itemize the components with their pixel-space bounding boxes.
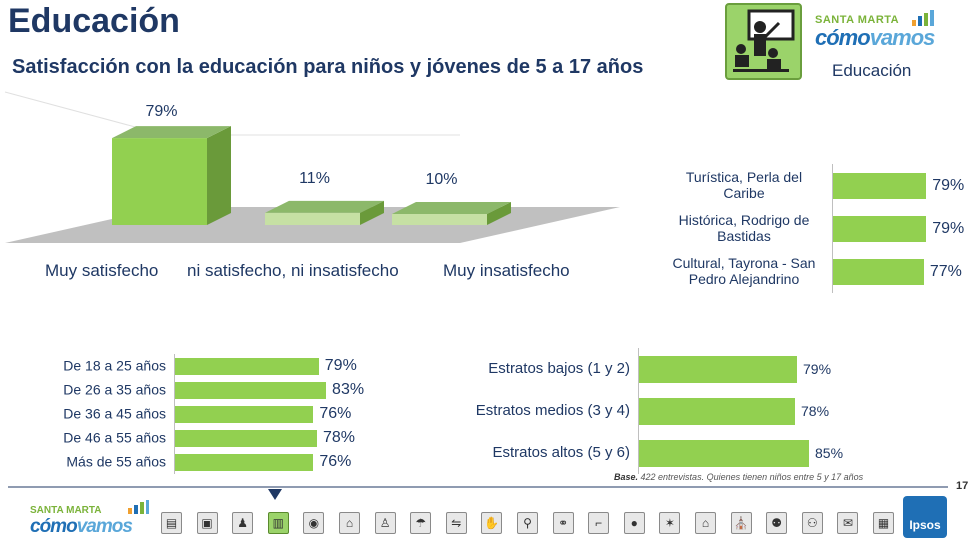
category-label: ni satisfecho, ni insatisfecho bbox=[187, 261, 399, 280]
family-icon[interactable]: ♟ bbox=[232, 512, 254, 534]
bar bbox=[833, 172, 927, 199]
category-label: De 18 a 25 años bbox=[63, 357, 166, 374]
satisfaction-3d-chart: 79% 11% 10% bbox=[4, 91, 620, 243]
people-icon[interactable]: ⚉ bbox=[766, 512, 788, 534]
brand-top-text: SANTA MARTA bbox=[815, 14, 900, 26]
speech-icon[interactable]: ✉ bbox=[837, 512, 859, 534]
base-label: Base. bbox=[614, 472, 639, 482]
community-icon[interactable]: ⚭ bbox=[552, 512, 574, 534]
brand-logo-b: vamos bbox=[869, 25, 936, 50]
bar-value-label: 78% bbox=[801, 403, 830, 419]
traffic-icon[interactable]: ⇋ bbox=[445, 512, 467, 534]
bar-value-label: 79% bbox=[932, 219, 965, 237]
money-hand-icon[interactable]: ✋ bbox=[481, 512, 503, 534]
meeting-icon[interactable]: ● bbox=[623, 512, 645, 534]
category-label: Estratos medios (3 y 4) bbox=[475, 402, 630, 419]
category-label: Estratos altos (5 y 6) bbox=[492, 444, 630, 461]
footer-bars-logo-icon bbox=[128, 500, 149, 514]
clipboard-icon[interactable]: ▤ bbox=[161, 512, 182, 534]
bar-value-label: 79% bbox=[145, 103, 177, 120]
page-subtitle: Satisfacción con la educación para niños… bbox=[12, 56, 644, 78]
bar bbox=[175, 357, 319, 375]
bar bbox=[175, 405, 314, 423]
education-icon[interactable]: ▥ bbox=[267, 512, 289, 534]
category-label: Histórica, Rodrigo de Bastidas bbox=[678, 211, 810, 245]
axis-line bbox=[638, 348, 639, 474]
bar-value-label: 85% bbox=[815, 445, 844, 461]
bar-value-label: 79% bbox=[324, 357, 357, 374]
brand-logo-a: cómo bbox=[815, 25, 871, 50]
category-label: De 26 a 35 años bbox=[63, 381, 166, 398]
category-label: Muy satisfecho bbox=[45, 261, 159, 280]
category-label: Cultural, Tayrona - San Pedro Alejandrin… bbox=[672, 254, 816, 288]
bar bbox=[833, 215, 927, 242]
bar-value-label: 83% bbox=[332, 381, 365, 398]
bar-value-label: 79% bbox=[932, 176, 965, 194]
teacher-blackboard-icon bbox=[725, 3, 802, 80]
bars-logo-icon bbox=[912, 10, 934, 26]
bar-value-label: 76% bbox=[319, 405, 352, 422]
footer-brand-logo: cómovamos bbox=[30, 516, 133, 538]
brand-logo: cómovamos bbox=[815, 25, 936, 51]
footer-brand-top: SANTA MARTA bbox=[30, 505, 102, 516]
current-section-marker bbox=[268, 489, 282, 500]
ipsos-logo: Ipsos bbox=[903, 496, 947, 538]
bar-1 bbox=[112, 126, 231, 225]
teacher-icon[interactable]: ▣ bbox=[196, 512, 218, 534]
bar bbox=[175, 429, 317, 447]
bar bbox=[175, 453, 314, 471]
bar bbox=[639, 439, 809, 467]
bar-2 bbox=[265, 200, 384, 225]
bar bbox=[639, 355, 797, 383]
government-icon[interactable]: ⌂ bbox=[695, 512, 716, 534]
bicycle-icon[interactable]: ⚲ bbox=[517, 512, 538, 534]
bar bbox=[833, 258, 924, 285]
axis-line bbox=[832, 164, 833, 293]
footer-divider bbox=[8, 486, 948, 488]
page-number: 17 bbox=[956, 480, 969, 492]
bar-value-label: 76% bbox=[319, 453, 352, 470]
bar-value-label: 10% bbox=[425, 171, 457, 188]
house-icon[interactable]: ⌂ bbox=[339, 512, 360, 534]
parent-child-icon[interactable]: ⚇ bbox=[801, 512, 823, 534]
handshake-icon[interactable]: ✶ bbox=[659, 512, 681, 534]
section-label: Educación bbox=[832, 61, 912, 80]
water-tap-icon[interactable]: ☂ bbox=[410, 512, 432, 534]
category-label: De 46 a 55 años bbox=[63, 429, 166, 446]
police-icon[interactable]: ♙ bbox=[374, 512, 396, 534]
bar-value-label: 77% bbox=[929, 262, 962, 280]
base-text: 422 entrevistas. Quienes tienen niños en… bbox=[638, 472, 864, 482]
bar-value-label: 78% bbox=[322, 429, 355, 446]
bar bbox=[639, 397, 795, 425]
bar bbox=[175, 381, 327, 399]
presentation-icon[interactable]: ▦ bbox=[873, 512, 894, 534]
gun-icon[interactable]: ⌐ bbox=[588, 512, 610, 534]
category-label: Más de 55 años bbox=[66, 453, 166, 470]
footer-brand-b: vamos bbox=[76, 516, 133, 537]
page-title: Educación bbox=[8, 2, 180, 40]
bar-value-label: 79% bbox=[803, 361, 832, 377]
category-label: De 36 a 45 años bbox=[63, 405, 166, 422]
church-icon[interactable]: ⛪ bbox=[730, 512, 752, 534]
category-label: Turística, Perla del Caribe bbox=[685, 168, 803, 202]
category-label: Estratos bajos (1 y 2) bbox=[488, 360, 630, 377]
bar-value-label: 11% bbox=[299, 170, 330, 187]
base-note: Base. 422 entrevistas. Quienes tienen ni… bbox=[614, 472, 863, 482]
category-label: Muy insatisfecho bbox=[443, 261, 570, 280]
axis-line bbox=[174, 354, 175, 474]
footer-brand-a: cómo bbox=[30, 516, 78, 537]
bar-3 bbox=[392, 202, 511, 225]
doctor-icon[interactable]: ◉ bbox=[303, 512, 325, 534]
